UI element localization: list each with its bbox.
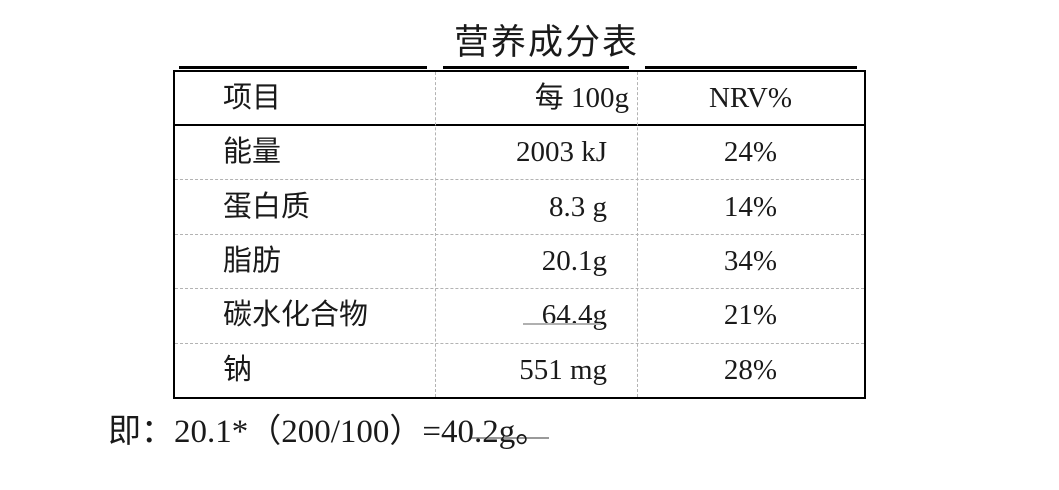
table-body: 能量 2003 kJ 24% 蛋白质 8.3 g 14% 脂肪 20.1g 34… xyxy=(175,126,864,397)
note-text: 即：20.1*（200/100）=40.2g。 xyxy=(108,414,549,450)
column-header-per100g: 每 100g xyxy=(534,81,629,114)
cell-item: 钠 xyxy=(223,353,253,386)
page-title: 营养成分表 xyxy=(453,23,639,62)
cell-item: 能量 xyxy=(223,136,282,169)
column-header-item: 项目 xyxy=(223,81,282,114)
table-top-rule xyxy=(645,66,857,69)
column-header-nrv: NRV% xyxy=(708,81,793,114)
table-header-row: 项目 每 100g NRV% xyxy=(175,72,864,126)
cell-nrv: 21% xyxy=(723,299,778,332)
cell-item: 碳水化合物 xyxy=(223,299,369,332)
cell-nrv: 14% xyxy=(723,190,778,223)
column-divider xyxy=(637,72,638,397)
cell-per100g: 2003 kJ xyxy=(515,136,607,169)
cell-per100g: 64.4g xyxy=(541,299,607,332)
table-row: 碳水化合物 64.4g 21% xyxy=(175,289,864,344)
cell-nrv: 24% xyxy=(723,136,778,169)
cell-per100g: 8.3 g xyxy=(549,190,607,223)
cell-nrv: 28% xyxy=(723,353,778,386)
cell-per100g: 551 mg xyxy=(519,353,607,386)
table-top-rule xyxy=(179,66,427,69)
cell-per100g: 20.1g xyxy=(541,245,607,278)
cell-item: 蛋白质 xyxy=(223,190,311,223)
table-row: 钠 551 mg 28% xyxy=(175,344,864,397)
cell-item: 脂肪 xyxy=(223,245,282,278)
table-row: 蛋白质 8.3 g 14% xyxy=(175,180,864,235)
column-divider xyxy=(435,72,436,397)
table-row: 脂肪 20.1g 34% xyxy=(175,235,864,290)
table-top-rule xyxy=(443,66,629,69)
nutrition-table: 项目 每 100g NRV% 能量 2003 kJ 24% 蛋白质 8.3 g … xyxy=(173,66,866,399)
gray-underline-artifact xyxy=(471,437,549,439)
gray-line-artifact xyxy=(523,323,601,325)
cell-nrv: 34% xyxy=(723,245,778,278)
table-row: 能量 2003 kJ 24% xyxy=(175,126,864,181)
